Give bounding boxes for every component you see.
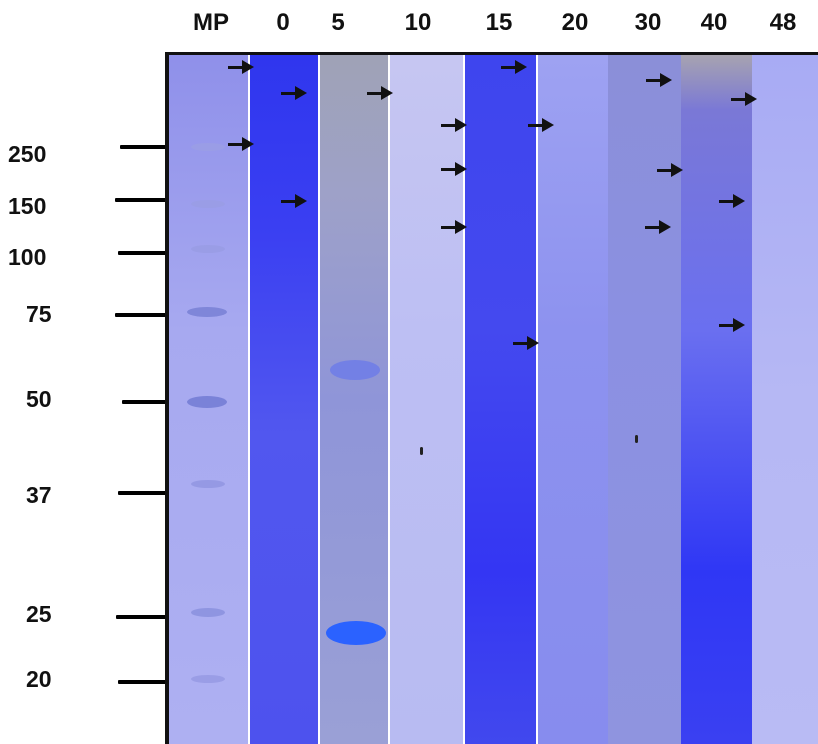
- marker-tick-20: [118, 680, 178, 684]
- lane-30: [608, 55, 681, 744]
- lane-label-48: 48: [769, 9, 797, 36]
- band-arrow: [528, 118, 554, 132]
- marker-tick-100: [118, 251, 178, 255]
- marker-label-75: 75: [26, 301, 52, 327]
- lane-label-40: 40: [700, 9, 728, 36]
- band-arrow: [657, 163, 683, 177]
- band-arrow: [646, 73, 672, 87]
- marker-label-100: 100: [8, 244, 47, 270]
- marker-band: [191, 675, 225, 683]
- lane-label-5: 5: [331, 9, 345, 36]
- sample-band: [330, 360, 380, 380]
- marker-tick-250: [120, 145, 178, 149]
- lane-0: [248, 55, 318, 744]
- lane-label-10: 10: [404, 9, 432, 36]
- lane-40: [681, 55, 752, 744]
- marker-band: [191, 143, 225, 151]
- lane-5: [318, 55, 388, 744]
- band-arrow: [281, 86, 307, 100]
- marker-tick-37: [118, 491, 178, 495]
- band-arrow: [441, 118, 467, 132]
- band-arrow: [501, 60, 527, 74]
- band-arrow: [441, 162, 467, 176]
- marker-label-50: 50: [26, 386, 52, 412]
- marker-label-250: 250: [8, 141, 47, 167]
- band-arrow: [513, 336, 539, 350]
- marker-band: [187, 396, 227, 408]
- band-arrow: [645, 220, 671, 234]
- lane-mp: [169, 55, 248, 744]
- marker-tick-50: [122, 400, 178, 404]
- band-arrow: [367, 86, 393, 100]
- marker-label-150: 150: [8, 193, 47, 219]
- sample-band: [326, 621, 386, 645]
- marker-label-25: 25: [26, 601, 52, 627]
- marker-label-37: 37: [26, 482, 52, 508]
- marker-band: [191, 245, 225, 253]
- band-arrow: [228, 60, 254, 74]
- band-arrow: [719, 194, 745, 208]
- speck: [635, 435, 638, 443]
- marker-band: [191, 608, 225, 617]
- gel-image: [165, 52, 818, 744]
- lane-label-20: 20: [561, 9, 589, 36]
- marker-band: [191, 480, 225, 488]
- band-arrow: [228, 137, 254, 151]
- lane-20: [536, 55, 608, 744]
- marker-band: [191, 200, 225, 208]
- marker-tick-75: [115, 313, 178, 317]
- marker-label-20: 20: [26, 666, 52, 692]
- lane-10: [388, 55, 463, 744]
- band-arrow: [719, 318, 745, 332]
- band-arrow: [731, 92, 757, 106]
- speck: [420, 447, 423, 455]
- lane-15: [463, 55, 536, 744]
- lane-48: [752, 55, 818, 744]
- band-arrow: [281, 194, 307, 208]
- band-arrow: [441, 220, 467, 234]
- lane-label-15: 15: [485, 9, 513, 36]
- marker-band: [187, 307, 227, 317]
- lane-label-mp: MP: [193, 9, 229, 36]
- lane-label-30: 30: [634, 9, 662, 36]
- marker-tick-150: [115, 198, 178, 202]
- marker-tick-25: [116, 615, 178, 619]
- lane-label-0: 0: [276, 9, 290, 36]
